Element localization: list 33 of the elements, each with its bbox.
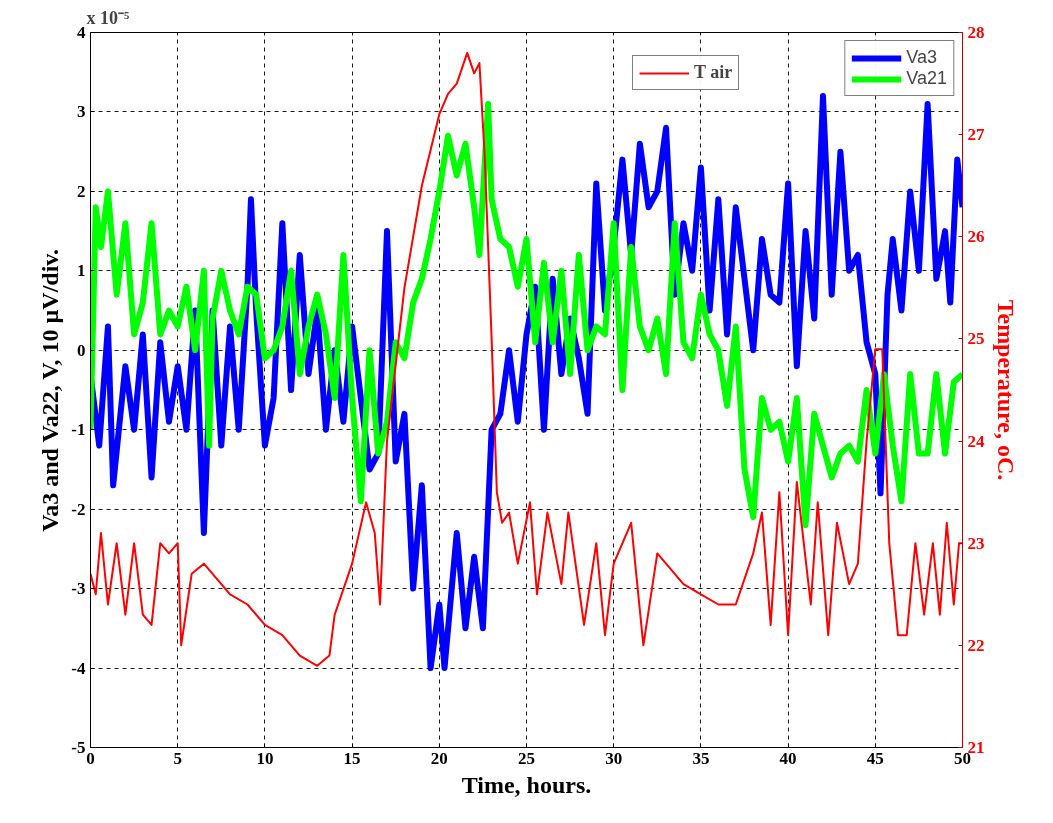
x-tick-label: 30 (605, 748, 623, 768)
y-tick-label: -5 (71, 738, 86, 757)
x-tick-label: 40 (779, 748, 797, 768)
y-tick-label: -3 (71, 579, 86, 599)
y-tick-label: -2 (71, 499, 86, 519)
y2-tick-label: 28 (967, 23, 985, 42)
y2-tick-label: 22 (967, 635, 985, 655)
x-tick-label: 25 (518, 748, 535, 768)
x-tick-label: 35 (692, 748, 710, 768)
y-tick-label: -1 (71, 420, 86, 440)
y2-tick-label: 25 (967, 329, 985, 349)
x-tick-label: 5 (173, 748, 182, 768)
text: x 10⁻⁵ (86, 7, 130, 28)
y2-tick-label: 26 (967, 227, 985, 247)
legend-label: Va3 (906, 47, 937, 68)
x-tick-label: 45 (866, 748, 884, 768)
x-tick-label: 10 (256, 748, 274, 768)
y-tick-label: 3 (77, 102, 86, 122)
y-tick-label: 0 (77, 340, 86, 360)
y-axis-title: Va3 and Va22, V, 10 µV/div. (37, 249, 64, 532)
y2-tick-label: 23 (967, 533, 985, 553)
y-tick-label: 4 (77, 23, 86, 42)
legend-label: T air (694, 62, 733, 83)
y2-tick-label: 24 (967, 431, 985, 451)
legend-label: Va21 (906, 68, 947, 89)
y2-axis-title: Temperature, oC. (992, 299, 1019, 481)
y-tick-label: 2 (77, 181, 86, 201)
x-axis-title: Time, hours. (461, 771, 592, 798)
y-tick-label: -4 (71, 658, 86, 678)
y-tick-label: 1 (77, 261, 86, 281)
x-tick-label: 20 (430, 748, 448, 768)
x-tick-label: 15 (343, 748, 361, 768)
y2-tick-label: 27 (967, 125, 985, 145)
